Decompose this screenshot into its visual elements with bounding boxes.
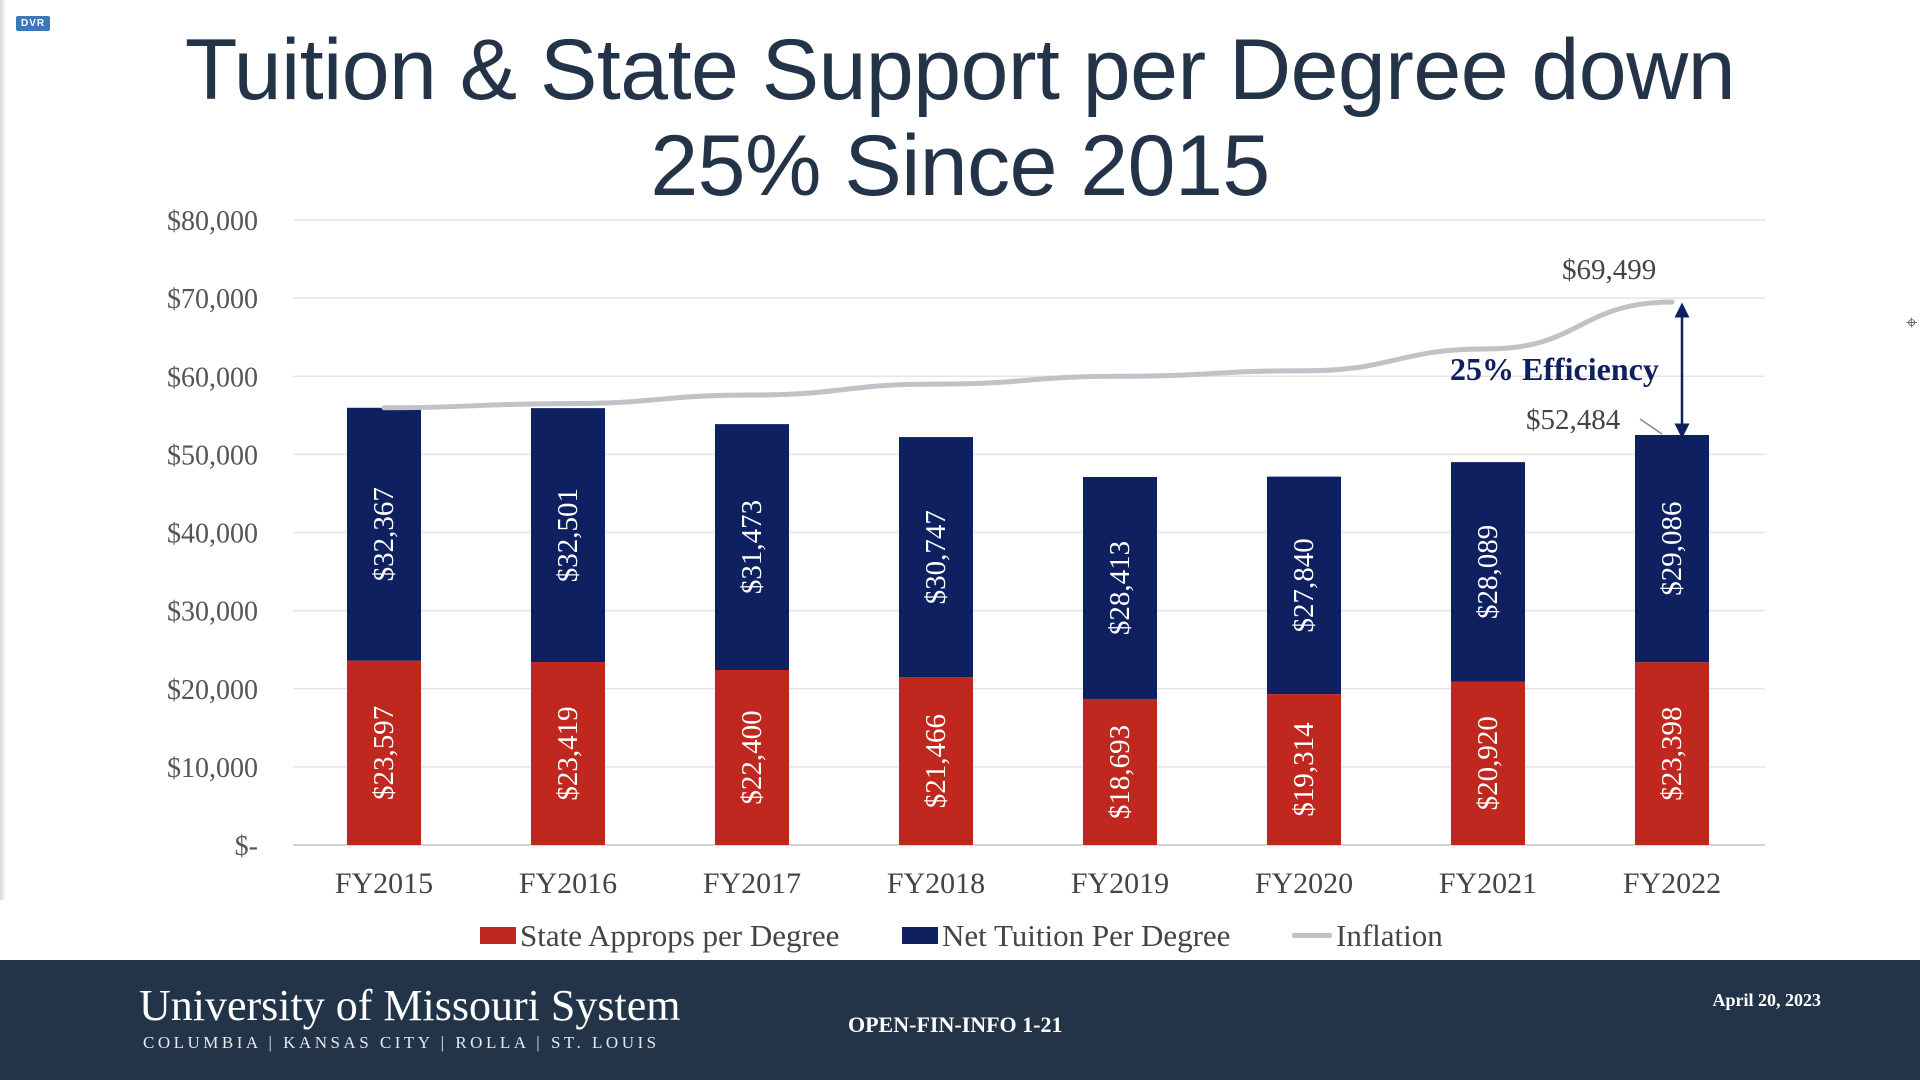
y-tick-label: $80,000: [167, 206, 258, 237]
data-label-state: $23,398: [1656, 706, 1688, 800]
bar-net-tuition: [899, 437, 973, 678]
y-tick-label: $50,000: [167, 440, 258, 471]
efficiency-annotation: 25% Efficiency: [1450, 351, 1659, 387]
legend-swatch-inflation: [1292, 933, 1332, 939]
bar-net-tuition: [1267, 476, 1341, 695]
data-label-state: $21,466: [920, 714, 952, 808]
legend-swatch-state: [480, 927, 516, 945]
stacked-bar-chart: $- $10,000 $20,000 $30,000 $40,000 $50,000 $60…: [167, 206, 1765, 900]
bar-state-approps: [1635, 662, 1709, 845]
bar-state-approps: [531, 662, 605, 845]
bar-state-approps: [899, 677, 973, 845]
slide-left-edge: [0, 0, 6, 900]
mouse-cursor-icon: ⌖: [1906, 310, 1918, 334]
total-end-leader-line: [1639, 418, 1663, 435]
page-title-line-1: Tuition & State Support per Degree down: [184, 22, 1736, 118]
page-title-line-2: 25% Since 2015: [650, 118, 1270, 214]
x-tick-label: FY2018: [887, 867, 985, 900]
org-name: University of Missouri System: [139, 981, 681, 1030]
data-label-tuition: $28,089: [1472, 525, 1504, 619]
bar-net-tuition: [1083, 476, 1157, 699]
legend-item-tuition: Net Tuition Per Degree: [902, 918, 1230, 954]
y-tick-label: $60,000: [167, 362, 258, 393]
data-label-state: $20,920: [1472, 716, 1504, 810]
bar-net-tuition: [531, 408, 605, 663]
data-label-state: $19,314: [1288, 722, 1320, 817]
x-tick-label: FY2016: [519, 867, 617, 900]
bar-net-tuition: [347, 407, 421, 661]
x-tick-label: FY2022: [1623, 867, 1721, 900]
legend-item-inflation: Inflation: [1292, 918, 1443, 954]
x-tick-label: FY2017: [703, 867, 801, 900]
legend-label-tuition: Net Tuition Per Degree: [942, 918, 1231, 953]
total-end-label: $52,484: [1526, 404, 1621, 436]
bar-net-tuition: [1635, 434, 1709, 663]
chart-legend: State Approps per Degree Net Tuition Per…: [480, 918, 1480, 958]
data-label-tuition: $30,747: [920, 510, 952, 604]
y-tick-label: $40,000: [167, 519, 258, 550]
y-tick-label: $-: [235, 831, 258, 862]
bar-state-approps: [1267, 694, 1341, 845]
bar-state-approps: [1451, 681, 1525, 845]
data-label-tuition: $31,473: [736, 500, 768, 594]
y-tick-label: $70,000: [167, 284, 258, 315]
document-code: OPEN-FIN-INFO 1-21: [848, 1012, 1063, 1037]
legend-label-state: State Approps per Degree: [520, 918, 840, 953]
data-label-state: $18,693: [1104, 725, 1136, 819]
data-label-state: $23,597: [368, 706, 400, 800]
bar-net-tuition: [1451, 462, 1525, 682]
org-campuses: COLUMBIA | KANSAS CITY | ROLLA | ST. LOU…: [143, 1033, 660, 1052]
bar-net-tuition: [715, 424, 789, 670]
bar-state-approps: [347, 660, 421, 845]
inflation-end-label: $69,499: [1562, 254, 1656, 286]
data-label-tuition: $28,413: [1104, 541, 1136, 635]
data-label-tuition: $32,501: [552, 488, 584, 582]
x-tick-label: FY2020: [1255, 867, 1353, 900]
footer-bar: University of Missouri System COLUMBIA |…: [0, 960, 1920, 1080]
bar-state-approps: [1083, 698, 1157, 845]
legend-swatch-tuition: [902, 927, 938, 945]
y-tick-label: $30,000: [167, 597, 258, 628]
data-label-state: $22,400: [736, 710, 768, 804]
inflation-line: [381, 299, 1675, 411]
y-tick-label: $20,000: [167, 675, 258, 706]
y-tick-label: $10,000: [167, 753, 258, 784]
x-tick-label: FY2019: [1071, 867, 1169, 900]
legend-item-state: State Approps per Degree: [480, 918, 839, 954]
data-label-tuition: $32,367: [368, 487, 400, 581]
x-tick-label: FY2021: [1439, 867, 1537, 900]
dvr-badge[interactable]: DVR: [16, 16, 51, 31]
data-label-state: $23,419: [552, 706, 584, 800]
data-label-tuition: $27,840: [1288, 538, 1320, 632]
data-label-tuition: $29,086: [1656, 501, 1688, 595]
x-tick-label: FY2015: [335, 867, 433, 900]
bar-state-approps: [715, 670, 789, 845]
presentation-date: April 20, 2023: [1712, 990, 1821, 1010]
legend-label-inflation: Inflation: [1336, 918, 1443, 953]
